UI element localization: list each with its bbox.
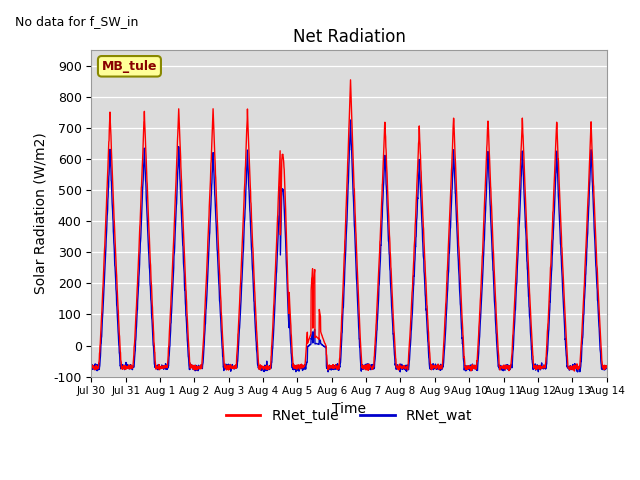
RNet_tule xyxy=(231,363,239,369)
RNet_wat xyxy=(364,363,372,369)
Title: Net Radiation: Net Radiation xyxy=(292,28,405,46)
Line: RNet_wat: RNet_wat xyxy=(92,120,607,372)
RNet_tule xyxy=(88,364,95,370)
RNet_wat xyxy=(572,364,579,370)
RNet_wat xyxy=(231,363,239,369)
RNet_wat xyxy=(375,283,383,289)
RNet_tule xyxy=(347,77,355,83)
RNet_tule xyxy=(570,368,578,374)
RNet_tule xyxy=(364,363,372,369)
RNet_wat xyxy=(603,365,611,371)
RNet_tule xyxy=(499,364,506,370)
RNet_tule xyxy=(603,364,611,370)
Line: RNet_tule: RNet_tule xyxy=(92,80,607,371)
Y-axis label: Solar Radiation (W/m2): Solar Radiation (W/m2) xyxy=(34,132,48,294)
Text: MB_tule: MB_tule xyxy=(102,60,157,73)
Legend: RNet_tule, RNet_wat: RNet_tule, RNet_wat xyxy=(220,403,478,429)
RNet_wat xyxy=(347,117,355,123)
Text: No data for f_SW_in: No data for f_SW_in xyxy=(15,15,138,28)
RNet_wat xyxy=(557,253,565,259)
RNet_tule xyxy=(572,363,580,369)
RNet_wat xyxy=(499,366,506,372)
RNet_wat xyxy=(574,369,582,375)
RNet_tule xyxy=(557,228,565,234)
X-axis label: Time: Time xyxy=(332,402,366,416)
RNet_tule xyxy=(375,263,383,268)
RNet_wat xyxy=(88,366,95,372)
